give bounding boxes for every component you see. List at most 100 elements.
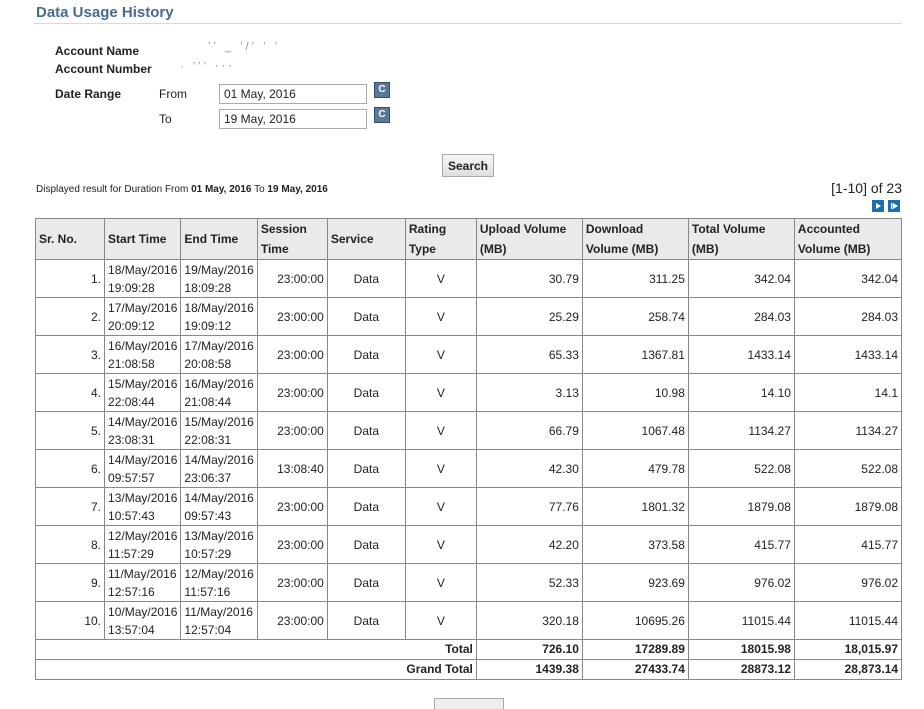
cell-accounted-volume: 1433.14	[793, 335, 903, 374]
cell-end-time: 12/May/2016 11:57:16	[180, 563, 258, 602]
cell-accounted-volume: 522.08	[793, 449, 903, 488]
end-date: 15/May/2016	[184, 414, 254, 429]
cell-sr-no: 9.	[34, 563, 106, 602]
cell-total-volume: 1879.08	[687, 487, 795, 526]
cell-upload-volume: 42.30	[475, 449, 583, 488]
grand-total-row: Grand Total 1439.38 27433.74 28873.12 28,873…	[35, 659, 903, 680]
cell-session-time: 23:00:00	[256, 373, 328, 412]
cell-total-volume: 976.02	[687, 563, 795, 602]
cell-start-time: 14/May/2016 09:57:57	[104, 449, 182, 488]
header-session-time: Session Time	[256, 218, 328, 260]
start-date: 15/May/2016	[108, 376, 178, 391]
end-date: 16/May/2016	[184, 376, 254, 391]
header-upload-volume: Upload Volume (MB)	[475, 218, 583, 260]
search-button[interactable]: Search	[442, 154, 494, 177]
end-date: 19/May/2016	[184, 262, 254, 277]
cell-total-volume: 1433.14	[687, 335, 795, 374]
header-start-time: Start Time	[104, 218, 182, 260]
cell-end-time: 11/May/2016 12:57:04	[180, 601, 258, 640]
cell-download-volume: 479.78	[581, 449, 689, 488]
from-date-input[interactable]	[219, 84, 367, 104]
header-rating-type: Rating Type	[404, 218, 477, 260]
cell-end-time: 15/May/2016 22:08:31	[180, 411, 258, 450]
duration-summary: Displayed result for Duration From 01 Ma…	[36, 184, 328, 195]
table-row: 3. 16/May/2016 21:08:58 17/May/2016 20:08:58…	[34, 335, 903, 374]
start-clock: 23:08:31	[108, 432, 155, 447]
end-clock: 21:08:44	[184, 394, 232, 409]
cell-rating-type: V	[404, 487, 477, 526]
cell-sr-no: 7.	[34, 487, 106, 526]
cell-upload-volume: 320.18	[475, 601, 583, 640]
total-row: Total 726.10 17289.89 18015.98 18,015.97	[35, 639, 903, 660]
total-accounted: 28,873.14	[793, 659, 903, 680]
cell-accounted-volume: 342.04	[793, 259, 903, 298]
table-row: 9. 11/May/2016 12:57:16 12/May/2016 11:57:16…	[34, 563, 903, 602]
end-clock: 11:57:16	[184, 584, 231, 599]
cell-start-time: 18/May/2016 19:09:28	[104, 259, 182, 298]
usage-table: Sr. No. Start Time End Time Session Time…	[34, 218, 903, 680]
cell-service: Data	[326, 563, 406, 602]
last-page-icon[interactable]	[888, 200, 900, 212]
cell-download-volume: 10.98	[581, 373, 689, 412]
account-name-label: Account Name	[55, 44, 140, 58]
cell-service: Data	[326, 449, 406, 488]
cell-service: Data	[326, 525, 406, 564]
end-clock: 12:57:04	[184, 622, 232, 637]
cell-download-volume: 258.74	[581, 297, 689, 336]
start-clock: 20:09:12	[108, 318, 155, 333]
from-calendar-icon[interactable]: C	[374, 82, 390, 98]
next-page-icon[interactable]	[872, 200, 884, 212]
account-number-label: Account Number	[55, 62, 152, 76]
cell-session-time: 23:00:00	[256, 601, 328, 640]
cell-end-time: 14/May/2016 23:06:37	[180, 449, 258, 488]
cell-accounted-volume: 415.77	[793, 525, 903, 564]
start-clock: 11:57:29	[108, 546, 154, 561]
bottom-button[interactable]	[434, 698, 504, 709]
cell-total-volume: 415.77	[687, 525, 795, 564]
cell-service: Data	[326, 373, 406, 412]
cell-end-time: 13/May/2016 10:57:29	[180, 525, 258, 564]
table-row: 5. 14/May/2016 23:08:31 15/May/2016 22:08:31…	[34, 411, 903, 450]
cell-session-time: 23:00:00	[256, 335, 328, 374]
cell-accounted-volume: 14.1	[793, 373, 903, 412]
cell-session-time: 23:00:00	[256, 259, 328, 298]
duration-prefix: Displayed result for Duration From	[36, 184, 192, 195]
cell-end-time: 16/May/2016 21:08:44	[180, 373, 258, 412]
header-total-volume: Total Volume (MB)	[687, 218, 795, 260]
cell-service: Data	[326, 335, 406, 374]
start-date: 14/May/2016	[108, 414, 178, 429]
start-date: 14/May/2016	[108, 452, 178, 467]
table-row: 4. 15/May/2016 22:08:44 16/May/2016 21:08:44…	[34, 373, 903, 412]
end-clock: 23:06:37	[184, 470, 232, 485]
cell-accounted-volume: 11015.44	[793, 601, 903, 640]
table-row: 7. 13/May/2016 10:57:43 14/May/2016 09:57:43…	[34, 487, 903, 526]
cell-sr-no: 5.	[34, 411, 106, 450]
cell-rating-type: V	[404, 601, 477, 640]
cell-end-time: 17/May/2016 20:08:58	[180, 335, 258, 374]
cell-rating-type: V	[404, 525, 477, 564]
cell-session-time: 23:00:00	[256, 411, 328, 450]
total-upload: 1439.38	[475, 659, 583, 680]
to-date-input[interactable]	[219, 109, 367, 129]
cell-start-time: 11/May/2016 12:57:16	[104, 563, 182, 602]
cell-rating-type: V	[404, 373, 477, 412]
cell-download-volume: 311.25	[581, 259, 689, 298]
end-date: 13/May/2016	[184, 528, 254, 543]
cell-total-volume: 284.03	[687, 297, 795, 336]
cell-rating-type: V	[404, 259, 477, 298]
cell-download-volume: 1367.81	[581, 335, 689, 374]
cell-service: Data	[326, 297, 406, 336]
header-end-time: End Time	[180, 218, 258, 260]
cell-service: Data	[326, 487, 406, 526]
start-date: 17/May/2016	[108, 300, 178, 315]
cell-download-volume: 1801.32	[581, 487, 689, 526]
end-clock: 09:57:43	[184, 508, 232, 523]
cell-sr-no: 1.	[34, 259, 106, 298]
cell-accounted-volume: 976.02	[793, 563, 903, 602]
start-date: 18/May/2016	[108, 262, 178, 277]
cell-end-time: 19/May/2016 18:09:28	[180, 259, 258, 298]
cell-service: Data	[326, 601, 406, 640]
start-clock: 10:57:43	[108, 508, 155, 523]
to-calendar-icon[interactable]: C	[374, 107, 390, 123]
end-clock: 19:09:12	[184, 318, 232, 333]
